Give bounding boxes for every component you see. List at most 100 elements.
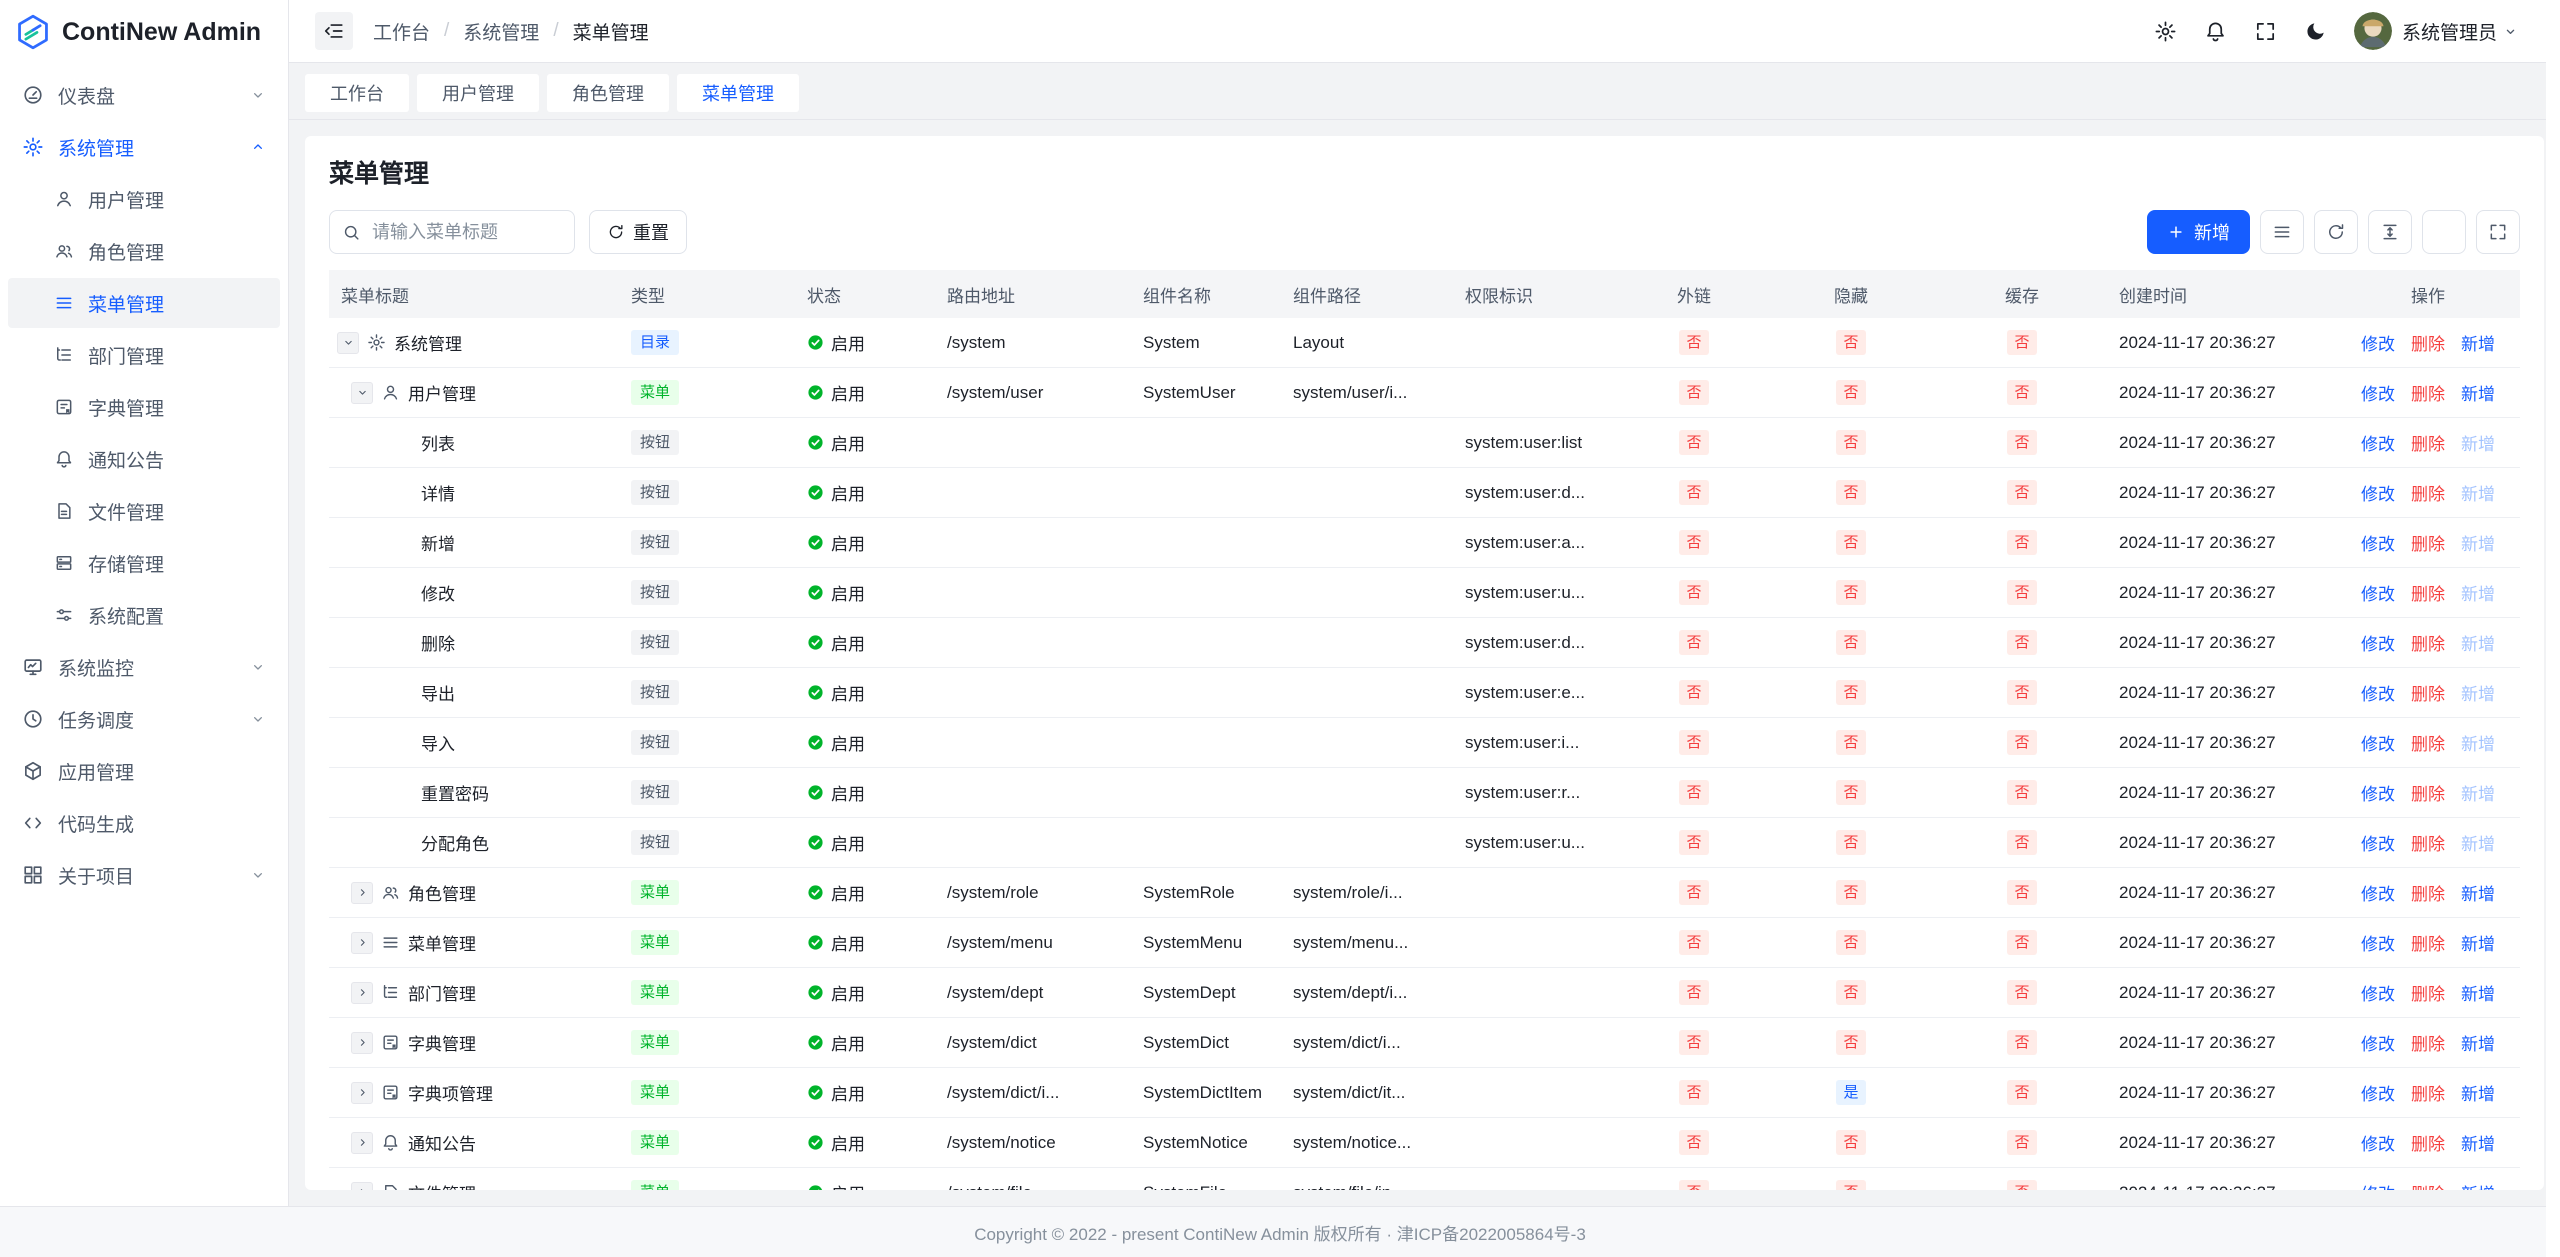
edit-link[interactable]: 修改 xyxy=(2361,630,2395,655)
sidebar-subitem-1-7[interactable]: 存储管理 xyxy=(8,538,280,588)
sidebar-subitem-1-0[interactable]: 用户管理 xyxy=(8,174,280,224)
table-row-height-button[interactable] xyxy=(2368,210,2412,254)
edit-link[interactable]: 修改 xyxy=(2361,980,2395,1005)
add-link[interactable]: 新增 xyxy=(2461,1030,2495,1055)
user-menu[interactable]: 系统管理员 xyxy=(2354,12,2518,50)
sidebar-item-2[interactable]: 系统监控 xyxy=(8,642,280,692)
edit-link[interactable]: 修改 xyxy=(2361,1180,2395,1190)
expand-toggle[interactable] xyxy=(351,932,373,954)
status-label: 启用 xyxy=(831,380,865,405)
delete-link[interactable]: 删除 xyxy=(2411,980,2445,1005)
edit-link[interactable]: 修改 xyxy=(2361,1130,2395,1155)
sidebar-subitem-1-1[interactable]: 角色管理 xyxy=(8,226,280,276)
edit-link[interactable]: 修改 xyxy=(2361,730,2395,755)
gear-icon xyxy=(2434,222,2454,242)
edit-link[interactable]: 修改 xyxy=(2361,480,2395,505)
table-refresh-button[interactable] xyxy=(2314,210,2358,254)
sidebar-item-5[interactable]: 代码生成 xyxy=(8,798,280,848)
breadcrumb-item[interactable]: 菜单管理 xyxy=(573,18,649,45)
sidebar-subitem-1-4[interactable]: 字典管理 xyxy=(8,382,280,432)
tab-more-button[interactable] xyxy=(2524,85,2544,105)
bell-button[interactable] xyxy=(2204,20,2227,43)
delete-link[interactable]: 删除 xyxy=(2411,830,2445,855)
sidebar-collapse-button[interactable] xyxy=(315,12,353,50)
delete-link[interactable]: 删除 xyxy=(2411,680,2445,705)
add-link[interactable]: 新增 xyxy=(2461,930,2495,955)
sidebar-subitem-1-2[interactable]: 菜单管理 xyxy=(8,278,280,328)
tab-1[interactable]: 用户管理 xyxy=(417,74,539,112)
expand-toggle[interactable] xyxy=(351,382,373,404)
edit-link[interactable]: 修改 xyxy=(2361,780,2395,805)
edit-link[interactable]: 修改 xyxy=(2361,930,2395,955)
scrollbar-track[interactable] xyxy=(2546,62,2560,1257)
expand-toggle[interactable] xyxy=(351,882,373,904)
delete-link[interactable]: 删除 xyxy=(2411,380,2445,405)
expand-toggle[interactable] xyxy=(351,982,373,1004)
edit-link[interactable]: 修改 xyxy=(2361,330,2395,355)
delete-link[interactable]: 删除 xyxy=(2411,330,2445,355)
delete-link[interactable]: 删除 xyxy=(2411,630,2445,655)
delete-link[interactable]: 删除 xyxy=(2411,780,2445,805)
add-link[interactable]: 新增 xyxy=(2461,330,2495,355)
edit-link[interactable]: 修改 xyxy=(2361,580,2395,605)
sidebar-subitem-1-8[interactable]: 系统配置 xyxy=(8,590,280,640)
add-link[interactable]: 新增 xyxy=(2461,1130,2495,1155)
edit-link[interactable]: 修改 xyxy=(2361,380,2395,405)
delete-link[interactable]: 删除 xyxy=(2411,580,2445,605)
sidebar-item-4[interactable]: 应用管理 xyxy=(8,746,280,796)
delete-link[interactable]: 删除 xyxy=(2411,430,2445,455)
edit-link[interactable]: 修改 xyxy=(2361,830,2395,855)
add-link[interactable]: 新增 xyxy=(2461,1080,2495,1105)
bool-badge: 否 xyxy=(1679,780,1708,805)
edit-link[interactable]: 修改 xyxy=(2361,680,2395,705)
avatar[interactable] xyxy=(2354,12,2392,50)
fullscreen-button[interactable] xyxy=(2254,20,2277,43)
edit-link[interactable]: 修改 xyxy=(2361,1080,2395,1105)
add-button[interactable]: 新增 xyxy=(2147,210,2250,254)
type-cell: 菜单 xyxy=(619,880,795,905)
sidebar-item-3[interactable]: 任务调度 xyxy=(8,694,280,744)
edit-link[interactable]: 修改 xyxy=(2361,430,2395,455)
breadcrumb-item[interactable]: 系统管理 xyxy=(463,18,539,45)
sidebar-item-0[interactable]: 仪表盘 xyxy=(8,70,280,120)
expand-toggle[interactable] xyxy=(351,1182,373,1191)
tab-0[interactable]: 工作台 xyxy=(305,74,409,112)
delete-link[interactable]: 删除 xyxy=(2411,730,2445,755)
expand-toggle[interactable] xyxy=(337,332,359,354)
table-fullscreen-button[interactable] xyxy=(2476,210,2520,254)
sidebar-item-1[interactable]: 系统管理 xyxy=(8,122,280,172)
add-link[interactable]: 新增 xyxy=(2461,880,2495,905)
add-link[interactable]: 新增 xyxy=(2461,1180,2495,1190)
edit-link[interactable]: 修改 xyxy=(2361,880,2395,905)
sidebar-subitem-1-6[interactable]: 文件管理 xyxy=(8,486,280,536)
expand-toggle[interactable] xyxy=(351,1132,373,1154)
edit-link[interactable]: 修改 xyxy=(2361,530,2395,555)
check-circle-icon xyxy=(807,984,824,1001)
expand-toggle[interactable] xyxy=(351,1032,373,1054)
delete-link[interactable]: 删除 xyxy=(2411,1080,2445,1105)
tab-2[interactable]: 角色管理 xyxy=(547,74,669,112)
delete-link[interactable]: 删除 xyxy=(2411,1030,2445,1055)
moon-button[interactable] xyxy=(2304,20,2327,43)
delete-link[interactable]: 删除 xyxy=(2411,530,2445,555)
add-link[interactable]: 新增 xyxy=(2461,380,2495,405)
delete-link[interactable]: 删除 xyxy=(2411,880,2445,905)
table-list-button[interactable] xyxy=(2260,210,2304,254)
breadcrumb-item[interactable]: 工作台 xyxy=(373,18,430,45)
delete-link[interactable]: 删除 xyxy=(2411,930,2445,955)
settings-button[interactable] xyxy=(2154,20,2177,43)
table-gear-button[interactable] xyxy=(2422,210,2466,254)
delete-link[interactable]: 删除 xyxy=(2411,1180,2445,1190)
edit-link[interactable]: 修改 xyxy=(2361,1030,2395,1055)
reset-button[interactable]: 重置 xyxy=(589,210,687,254)
tab-3[interactable]: 菜单管理 xyxy=(677,74,799,112)
column-header: 外链 xyxy=(1623,282,1765,307)
expand-toggle[interactable] xyxy=(351,1082,373,1104)
delete-link[interactable]: 删除 xyxy=(2411,480,2445,505)
delete-link[interactable]: 删除 xyxy=(2411,1130,2445,1155)
sidebar-item-6[interactable]: 关于项目 xyxy=(8,850,280,900)
search-input[interactable] xyxy=(370,221,562,244)
add-link[interactable]: 新增 xyxy=(2461,980,2495,1005)
sidebar-subitem-1-3[interactable]: 部门管理 xyxy=(8,330,280,380)
sidebar-subitem-1-5[interactable]: 通知公告 xyxy=(8,434,280,484)
